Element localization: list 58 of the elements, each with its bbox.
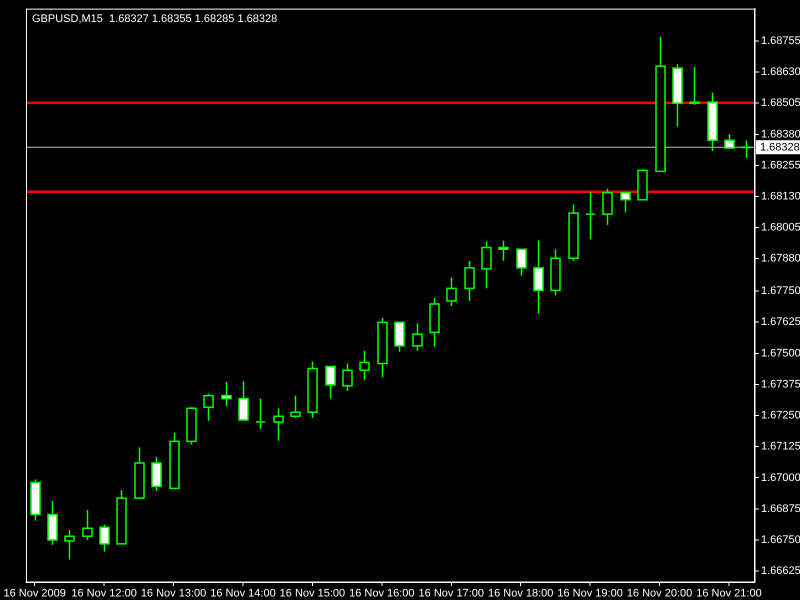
x-tick-label: 16 Nov 18:00 (488, 588, 554, 600)
candlestick (689, 66, 700, 106)
chart-title: GBPUSD,M15 1.68327 1.68355 1.68285 1.68328 (32, 13, 278, 25)
y-tick-label: 1.67375 (761, 378, 800, 390)
candlestick (498, 240, 509, 262)
y-tick-label: 1.68255 (761, 159, 800, 172)
y-tick-label: 1.67000 (761, 472, 800, 484)
candlestick (325, 366, 336, 400)
candlestick (221, 381, 232, 408)
candlestick (99, 524, 110, 552)
candlestick (724, 134, 735, 149)
y-tick-label: 1.67750 (761, 285, 800, 298)
y-tick-label: 1.68130 (761, 190, 800, 203)
candlestick (290, 394, 301, 419)
y-tick-label: 1.67880 (761, 252, 800, 265)
y-tick-label: 1.66625 (761, 565, 800, 578)
candlestick (464, 260, 475, 302)
y-tick-label: 1.66875 (761, 502, 800, 515)
candlestick (533, 240, 544, 314)
x-tick-label: 16 Nov 12:00 (71, 588, 137, 600)
x-tick-label: 16 Nov 17:00 (418, 588, 484, 600)
candlestick (602, 188, 613, 226)
candlestick (359, 350, 370, 381)
y-tick-label: 1.68630 (761, 66, 800, 78)
candlestick (342, 362, 353, 392)
y-tick-label: 1.67500 (761, 347, 800, 360)
candlestick (255, 398, 266, 430)
candlestick (516, 248, 527, 276)
candlestick (82, 509, 93, 541)
candlestick (446, 276, 457, 307)
candlestick (620, 191, 631, 214)
y-tick-label: 1.68005 (761, 222, 800, 234)
y-tick-label: 1.68755 (761, 34, 800, 47)
x-tick-label: 16 Nov 2009 (3, 588, 66, 600)
candlestick (481, 240, 492, 290)
x-tick-label: 16 Nov 14:00 (210, 588, 276, 600)
x-tick-label: 16 Nov 21:00 (696, 588, 762, 600)
candlestick (741, 140, 752, 159)
candlestick (585, 191, 596, 240)
y-tick-label: 1.68505 (761, 97, 800, 110)
x-tick-label: 16 Nov 19:00 (557, 588, 623, 600)
candlestick (273, 408, 284, 442)
ref-line-label: 1.68328 (760, 141, 800, 154)
y-tick-label: 1.67125 (761, 440, 800, 453)
y-tick-label: 1.67250 (761, 410, 800, 422)
x-tick-label: 16 Nov 13:00 (140, 588, 206, 600)
candlestick (394, 320, 405, 353)
x-tick-label: 16 Nov 15:00 (280, 588, 346, 600)
candlestick (64, 529, 75, 560)
y-tick-label: 1.66750 (761, 534, 800, 546)
candlestick (412, 322, 423, 352)
x-tick-label: 16 Nov 16:00 (349, 588, 415, 600)
candlestick (203, 392, 214, 422)
y-tick-label: 1.68380 (761, 128, 800, 140)
y-tick-label: 1.67625 (761, 316, 800, 328)
candlestick (238, 380, 249, 421)
candlestick (151, 456, 162, 492)
x-tick-label: 16 Nov 20:00 (626, 588, 692, 600)
